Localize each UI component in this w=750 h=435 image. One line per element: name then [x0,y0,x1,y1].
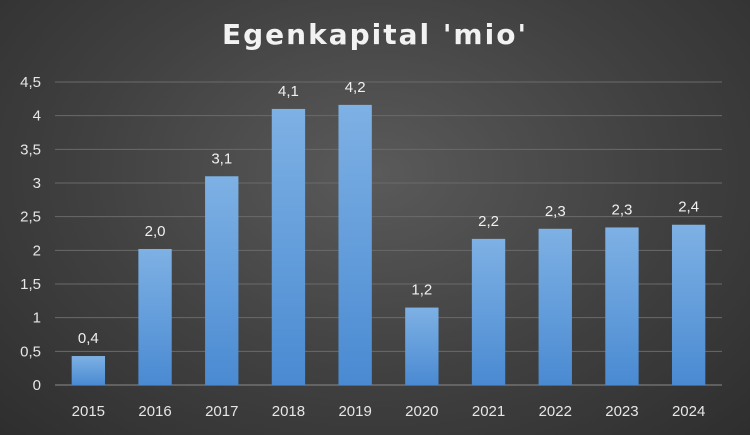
x-tick-label-2019: 2019 [338,403,371,420]
y-tick-label: 3 [33,175,41,192]
x-tick-label-2016: 2016 [138,403,171,420]
bar-2022 [538,228,572,385]
data-label-2021: 2,2 [478,213,499,230]
y-tick-label: 4 [33,108,41,125]
x-tick-label-2015: 2015 [72,403,105,420]
y-tick-label: 4,5 [20,74,41,91]
bar-2024 [671,224,706,385]
y-tick-label: 0,5 [20,343,41,360]
bar-2019 [338,104,372,385]
x-tick-label-2024: 2024 [672,403,705,420]
data-label-2024: 2,4 [678,199,699,216]
bars [71,104,706,385]
x-tick-label-2017: 2017 [205,403,238,420]
data-labels: 0,4 2,0 3,1 4,1 4,2 1,2 2,2 2,3 2,3 2,4 [78,79,699,347]
bar-2016 [138,248,172,385]
bar-2017 [205,176,239,385]
bar-2021 [471,238,506,385]
x-tick-label-2018: 2018 [272,403,305,420]
data-label-2017: 3,1 [211,150,232,167]
data-label-2020: 1,2 [411,282,432,299]
y-tick-label: 0 [33,377,41,394]
data-label-2016: 2,0 [145,223,166,240]
y-tick-label: 1,5 [20,276,41,293]
y-tick-label: 1 [33,310,41,327]
x-tick-label-2023: 2023 [605,403,638,420]
chart-title: Egenkapital 'mio' [221,18,529,51]
data-label-2018: 4,1 [278,83,299,100]
data-label-2019: 4,2 [345,79,366,96]
x-tick-label-2021: 2021 [472,403,505,420]
y-tick-label: 2 [33,242,41,259]
x-tick-label-2020: 2020 [405,403,438,420]
data-label-2023: 2,3 [612,201,633,218]
data-label-2022: 2,3 [545,203,566,220]
bar-2020 [405,307,439,385]
bar-2023 [605,227,639,385]
bar-2015 [71,356,106,385]
bar-2018 [271,108,306,385]
x-tick-label-2022: 2022 [539,403,572,420]
y-tick-label: 3,5 [20,141,41,158]
data-label-2015: 0,4 [78,330,99,347]
y-tick-label: 2,5 [20,209,41,226]
